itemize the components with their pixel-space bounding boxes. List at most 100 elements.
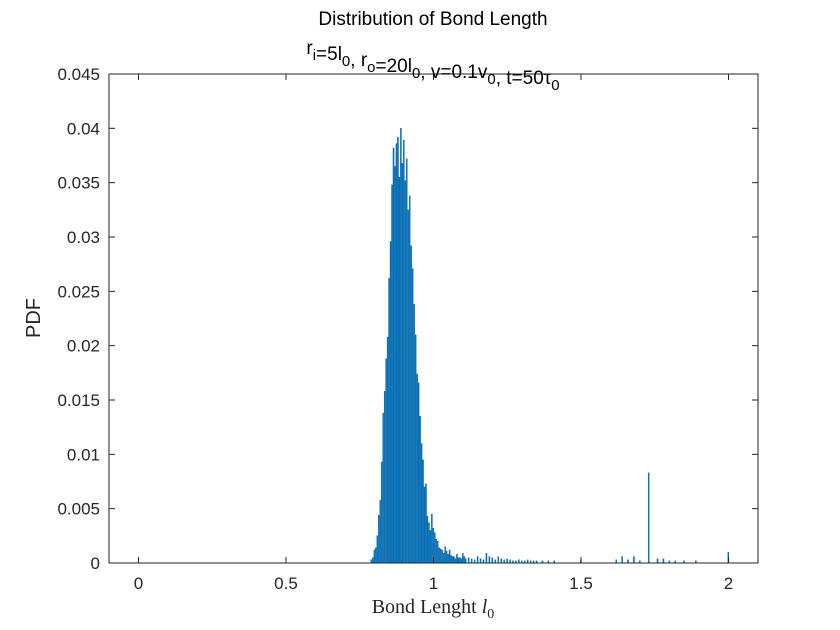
histogram-bar bbox=[394, 166, 396, 564]
histogram-bar bbox=[450, 555, 452, 564]
histogram-bar bbox=[463, 556, 466, 564]
x-axis-ticks: 0 0.5 1 1.5 2 bbox=[134, 74, 733, 593]
histogram-bar bbox=[414, 334, 417, 564]
histogram-bar bbox=[491, 557, 494, 564]
histogram-bar bbox=[386, 336, 389, 564]
histogram-bar bbox=[621, 556, 623, 564]
histogram-bar bbox=[428, 522, 430, 564]
y-tick-label: 0.005 bbox=[57, 500, 100, 519]
histogram-bar bbox=[400, 128, 402, 564]
histogram-bar bbox=[391, 184, 393, 564]
histogram-bar bbox=[448, 549, 451, 564]
histogram-bar bbox=[647, 472, 650, 564]
x-axis-label: Bond Lenght l0 bbox=[372, 596, 495, 622]
histogram-bar bbox=[470, 558, 473, 564]
histogram-bar bbox=[451, 556, 454, 564]
y-tick-label: 0.01 bbox=[67, 445, 100, 464]
chart-title: Distribution of Bond Length bbox=[318, 9, 547, 30]
histogram-bar bbox=[409, 195, 411, 564]
histogram-bar bbox=[434, 532, 436, 564]
y-axis-ticks: 0 0.005 0.01 0.015 0.02 0.025 0.03 0.035 0.04 0.0… bbox=[57, 65, 758, 573]
histogram-bar bbox=[662, 558, 665, 564]
histogram-bar bbox=[431, 513, 433, 564]
histogram-bar bbox=[406, 158, 408, 564]
histogram-bar bbox=[397, 136, 399, 564]
histogram-bar bbox=[454, 558, 457, 564]
histogram-bar bbox=[385, 358, 387, 564]
histogram-bar bbox=[389, 241, 392, 564]
histogram-bar bbox=[376, 535, 379, 564]
x-tick-label: 0 bbox=[134, 574, 143, 593]
histogram-bar bbox=[373, 549, 376, 564]
histogram-bar bbox=[439, 548, 442, 564]
histogram-bar bbox=[445, 550, 448, 564]
histogram-bar bbox=[453, 556, 455, 564]
x-tick-label: 0.5 bbox=[274, 574, 298, 593]
y-tick-label: 0.03 bbox=[67, 228, 100, 247]
histogram-bar bbox=[462, 553, 464, 564]
y-tick-label: 0 bbox=[91, 554, 100, 573]
histogram-bar bbox=[392, 147, 395, 564]
histogram-bar bbox=[425, 483, 427, 564]
histogram-bar bbox=[497, 556, 499, 564]
histogram-bar bbox=[460, 558, 463, 564]
histogram-bar bbox=[442, 553, 445, 564]
histogram-bar bbox=[401, 162, 404, 564]
histogram-bar bbox=[476, 556, 479, 564]
histogram-bar bbox=[411, 268, 414, 564]
histogram-bar bbox=[379, 499, 381, 564]
histogram-bar bbox=[456, 554, 458, 564]
histogram-bar bbox=[419, 416, 421, 564]
y-tick-label: 0.035 bbox=[57, 174, 100, 193]
histogram-bar bbox=[447, 554, 449, 564]
y-tick-label: 0.045 bbox=[57, 65, 100, 84]
histogram-bar bbox=[444, 546, 446, 564]
histogram-bar bbox=[398, 177, 401, 564]
histogram-bar bbox=[435, 538, 438, 564]
y-tick-label: 0.04 bbox=[67, 119, 100, 138]
histogram-bar bbox=[429, 530, 432, 564]
y-tick-label: 0.015 bbox=[57, 391, 100, 410]
histogram-bar bbox=[380, 461, 383, 564]
histogram-bar bbox=[437, 541, 439, 564]
histogram-bar bbox=[441, 549, 443, 564]
histogram-bar bbox=[422, 459, 424, 564]
histogram-bar bbox=[485, 553, 488, 564]
y-tick-label: 0.025 bbox=[57, 282, 100, 301]
histogram-bar bbox=[438, 547, 440, 564]
histogram-bar bbox=[416, 373, 418, 564]
histogram-bar bbox=[426, 516, 429, 564]
x-tick-label: 1.5 bbox=[569, 574, 593, 593]
histogram-bar bbox=[506, 558, 508, 564]
histogram-bar bbox=[417, 382, 420, 564]
histogram-bar bbox=[413, 304, 415, 564]
histogram-bar bbox=[403, 140, 405, 564]
histogram-bar bbox=[656, 558, 659, 564]
histogram-bar bbox=[375, 547, 377, 564]
plot-area bbox=[109, 74, 758, 563]
histogram-bar bbox=[404, 180, 407, 564]
histogram-bar bbox=[388, 278, 390, 564]
histogram-bars bbox=[370, 128, 730, 564]
x-tick-label: 1 bbox=[429, 574, 438, 593]
histogram-bar bbox=[383, 391, 386, 564]
histogram-bar bbox=[410, 245, 412, 564]
histogram-bar bbox=[372, 557, 374, 564]
histogram-bar bbox=[395, 143, 398, 564]
histogram-bar bbox=[479, 558, 482, 564]
histogram-bar bbox=[465, 558, 467, 564]
histogram-bar bbox=[382, 412, 384, 564]
histogram-bar bbox=[500, 558, 502, 564]
histogram-bar bbox=[633, 556, 635, 564]
histogram-bar bbox=[459, 557, 461, 564]
histogram-bar bbox=[457, 557, 460, 564]
chart-subtitle: ri=5l0, ro=20l0, v=0.1v0, t=50τ0 bbox=[306, 38, 559, 94]
histogram-bar bbox=[488, 556, 491, 564]
histogram-bar bbox=[423, 486, 426, 564]
histogram-bar bbox=[378, 515, 380, 564]
histogram-bar bbox=[407, 209, 410, 564]
histogram-bar bbox=[468, 557, 470, 564]
y-tick-label: 0.02 bbox=[67, 337, 100, 356]
x-tick-label: 2 bbox=[724, 574, 733, 593]
